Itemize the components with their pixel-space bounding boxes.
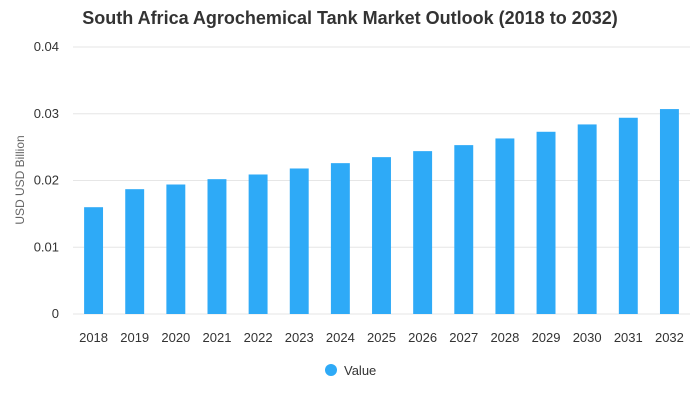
- y-tick-label: 0: [52, 306, 59, 321]
- chart-title: South Africa Agrochemical Tank Market Ou…: [82, 8, 618, 28]
- bar-2022[interactable]: [248, 174, 268, 314]
- x-tick-label: 2024: [326, 330, 355, 345]
- bar-2025[interactable]: [372, 157, 391, 314]
- x-tick-label: 2020: [161, 330, 190, 345]
- bar-2020[interactable]: [166, 184, 186, 314]
- y-axis-ticks: 0 0.01 0.02 0.03 0.04: [34, 39, 59, 321]
- x-tick-label: 2021: [203, 330, 232, 345]
- legend-marker: [325, 364, 337, 376]
- bar-2023[interactable]: [289, 168, 309, 314]
- bar-2021[interactable]: [207, 179, 227, 314]
- y-tick-label: 0.03: [34, 106, 59, 121]
- bar-2031[interactable]: [618, 117, 638, 314]
- x-tick-label: 2028: [490, 330, 519, 345]
- x-tick-label: 2032: [655, 330, 684, 345]
- x-tick-label: 2019: [120, 330, 149, 345]
- y-tick-label: 0.02: [34, 173, 59, 188]
- x-tick-label: 2029: [532, 330, 561, 345]
- bar-2027[interactable]: [454, 145, 474, 314]
- y-axis-title: USD USD Billion: [13, 135, 27, 224]
- bar-2024[interactable]: [330, 163, 350, 314]
- x-tick-label: 2026: [408, 330, 437, 345]
- bar-2019[interactable]: [125, 189, 145, 314]
- bar-2030[interactable]: [577, 124, 597, 315]
- bar-2032[interactable]: [659, 109, 679, 314]
- x-tick-label: 2031: [614, 330, 643, 345]
- bar-2026[interactable]: [413, 151, 433, 314]
- bar-2018[interactable]: [84, 207, 104, 314]
- bar-2029[interactable]: [536, 131, 556, 314]
- x-tick-label: 2030: [573, 330, 602, 345]
- y-tick-label: 0.01: [34, 239, 59, 254]
- x-tick-label: 2027: [449, 330, 478, 345]
- x-tick-label: 2018: [79, 330, 108, 345]
- bar-2028[interactable]: [495, 138, 515, 314]
- x-axis-ticks: 2018 2019 2020 2021 2022 2023 2024 2025 2026 2027…: [79, 330, 684, 345]
- bars: [84, 109, 679, 315]
- legend[interactable]: Value: [325, 363, 376, 378]
- legend-label: Value: [344, 363, 376, 378]
- y-tick-label: 0.04: [34, 39, 59, 54]
- x-tick-label: 2023: [285, 330, 314, 345]
- x-tick-label: 2025: [367, 330, 396, 345]
- x-tick-label: 2022: [244, 330, 273, 345]
